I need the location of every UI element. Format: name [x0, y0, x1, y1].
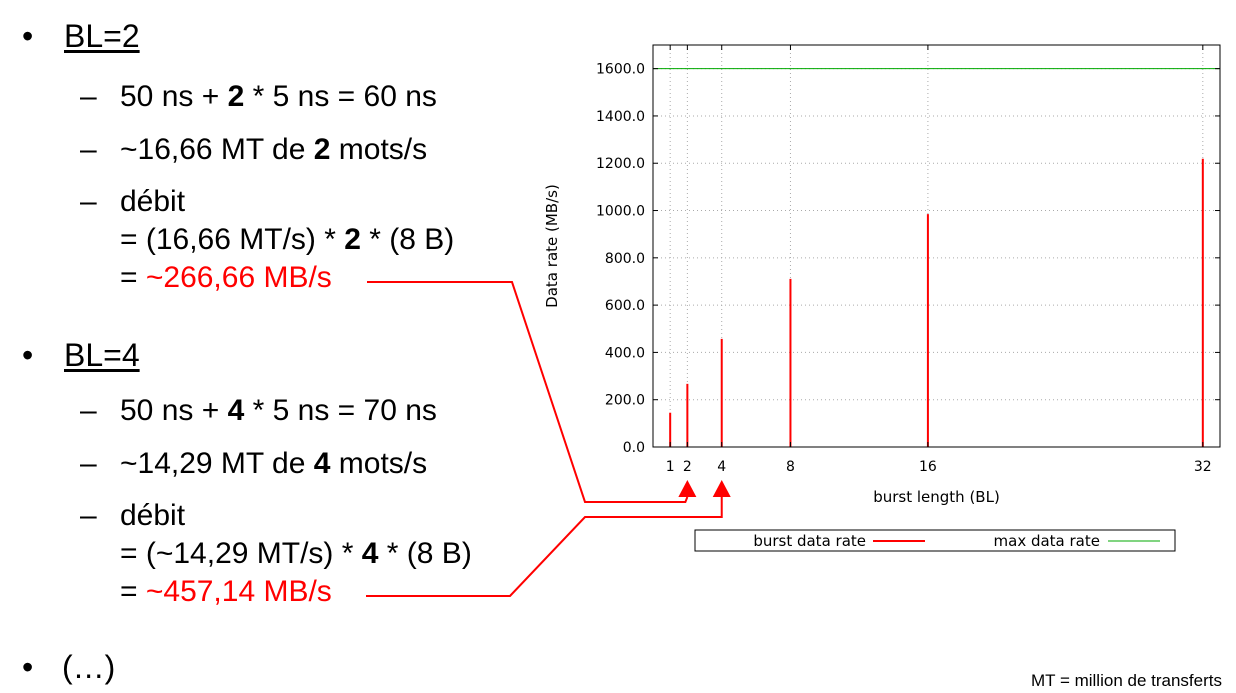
x-tick-label: 32: [1194, 459, 1212, 475]
bl4-debit-formula: = (~14,29 MT/s) * 4 * (8 B): [120, 537, 472, 570]
dash-marker: –: [80, 499, 97, 532]
footnote: MT = million de transferts: [1030, 671, 1222, 690]
bullet-marker: •: [22, 337, 34, 373]
dash-marker: –: [80, 80, 97, 113]
x-tick-label: 4: [717, 459, 726, 475]
y-tick-label: 400.0: [605, 345, 645, 361]
y-tick-label: 1000.0: [596, 204, 645, 220]
bullet-marker: •: [22, 18, 34, 54]
debit-label: débit: [120, 499, 186, 532]
y-tick-label: 1200.0: [596, 156, 645, 172]
y-axis-label: Data rate (MB/s): [543, 184, 561, 308]
ellipsis-text: (…): [62, 649, 116, 685]
y-tick-label: 200.0: [605, 393, 645, 409]
x-tick-label: 2: [683, 459, 692, 475]
y-tick-label: 1600.0: [596, 62, 645, 78]
x-tick-label: 8: [786, 459, 795, 475]
arrow-up-icon: [712, 480, 731, 497]
bl4-debit-result: = ~457,14 MB/s: [120, 575, 332, 608]
debit-label: débit: [120, 185, 186, 218]
arrow-up-icon: [678, 480, 697, 497]
x-axis-label: burst length (BL): [873, 488, 1000, 506]
dash-marker: –: [80, 447, 97, 480]
bl2-debit-formula: = (16,66 MT/s) * 2 * (8 B): [120, 223, 455, 256]
y-tick-label: 800.0: [605, 251, 645, 267]
bl2-rate-value: ~266,66 MB/s: [145, 261, 332, 294]
chart-grid: [653, 45, 1220, 447]
plot-frame: [652, 44, 1221, 448]
bl2-heading: BL=2: [64, 18, 140, 54]
dash-marker: –: [80, 394, 97, 427]
chart-legend: burst data rate max data rate: [694, 529, 1176, 552]
y-tick-label: 0.0: [623, 440, 645, 456]
bullet-marker: •: [22, 649, 34, 685]
bl4-heading: BL=4: [64, 337, 140, 373]
x-tick-label: 1: [666, 459, 675, 475]
dash-marker: –: [80, 185, 97, 218]
dash-marker: –: [80, 133, 97, 166]
y-tick-label: 600.0: [605, 298, 645, 314]
y-tick-label: 1400.0: [596, 109, 645, 125]
chart-plot: [653, 68, 1220, 447]
x-tick-label: 16: [919, 459, 937, 475]
bl4-rate-value: ~457,14 MB/s: [145, 575, 332, 608]
legend-box: [694, 529, 1176, 552]
chart-axes: 0.0 200.0 400.0 600.0 800.0 1000.0 1200.0 1400.…: [543, 44, 1221, 506]
legend-label-max: max data rate: [994, 532, 1100, 550]
bl2-debit-result: = ~266,66 MB/s: [120, 261, 332, 294]
legend-label-burst: burst data rate: [753, 532, 866, 550]
